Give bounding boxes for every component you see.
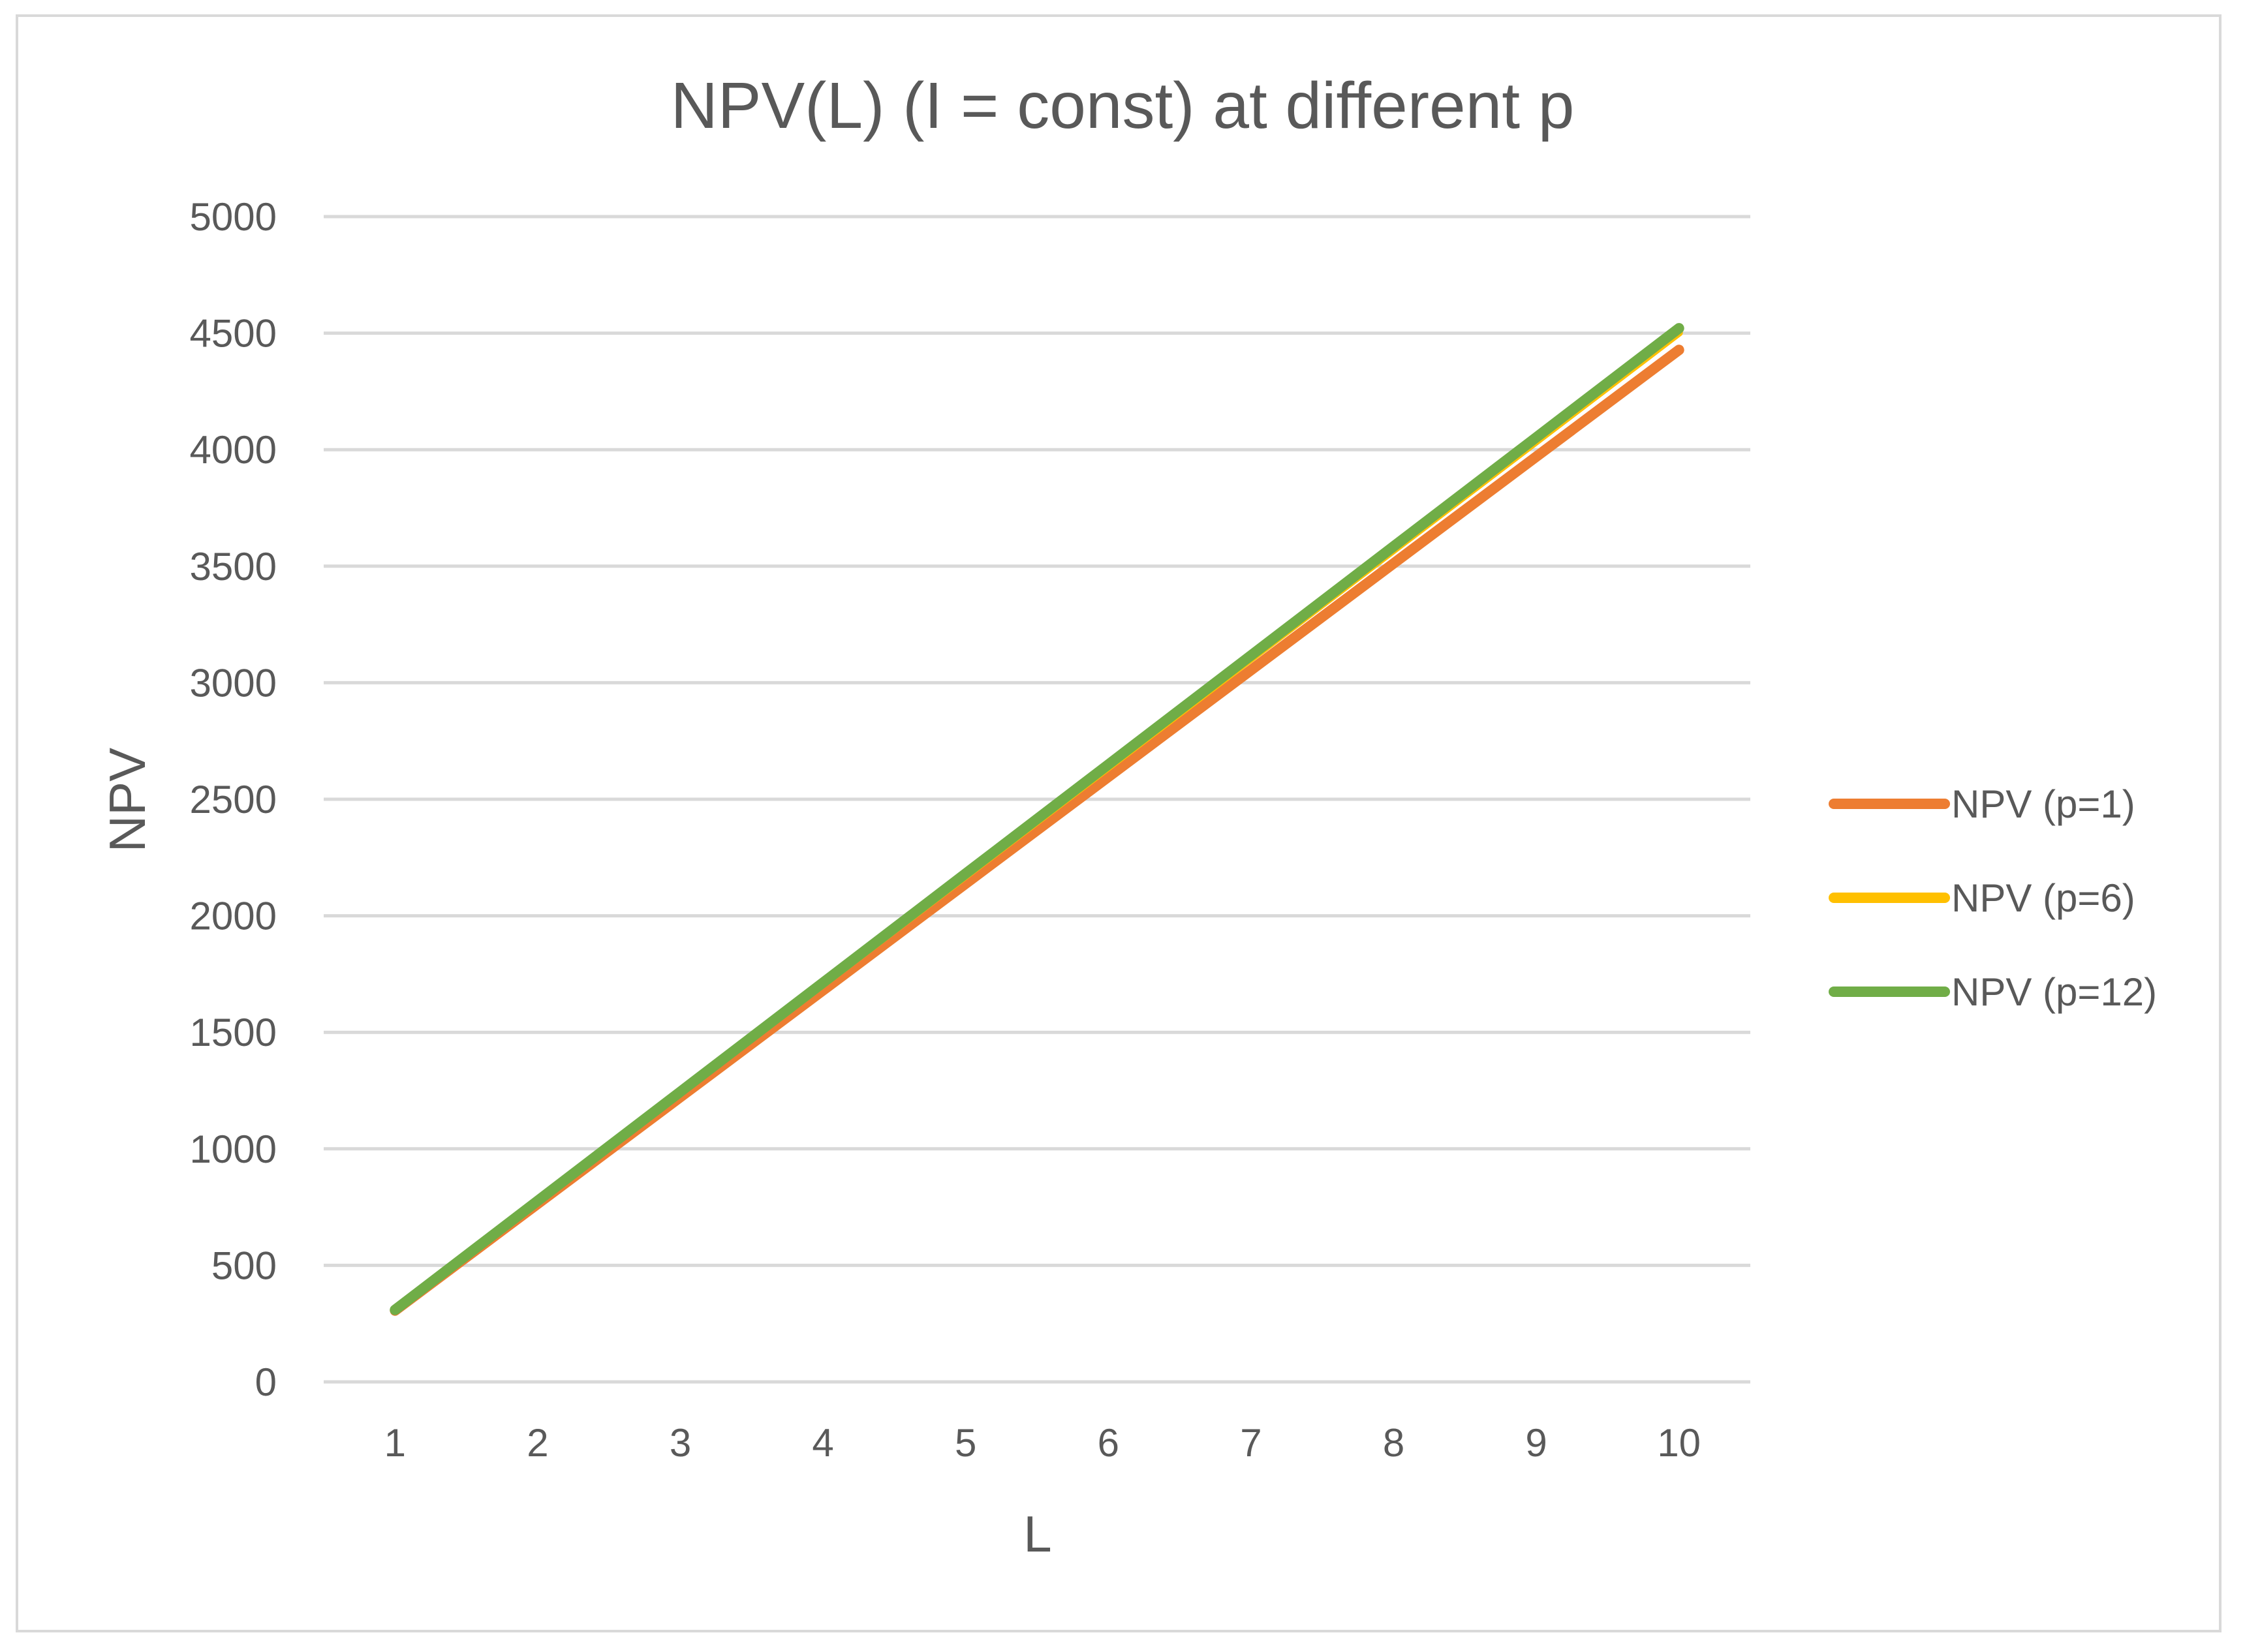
x-axis-ticks: 1 2 3 4 5 6 7 8 9 10 — [384, 1421, 1701, 1465]
series-line-3 — [390, 323, 1684, 1315]
legend-item: NPV (p=12) — [1829, 970, 2157, 1014]
legend-item: NPV (p=6) — [1829, 876, 2135, 920]
x-tick-label: 4 — [812, 1421, 833, 1465]
legend-label: NPV (p=6) — [1951, 876, 2135, 920]
x-tick-label: 9 — [1525, 1421, 1547, 1465]
y-axis-label: NPV — [99, 748, 156, 852]
y-axis-ticks: 0 500 1000 1500 2000 2500 3000 3500 4000 4500 5000 — [190, 195, 277, 1404]
y-tick-label: 0 — [255, 1360, 277, 1404]
y-tick-label: 5000 — [190, 195, 277, 239]
y-tick-label: 1000 — [190, 1127, 277, 1171]
series-lines — [390, 323, 1684, 1316]
x-axis-label: L — [1023, 1505, 1051, 1563]
y-tick-label: 2500 — [190, 778, 277, 821]
y-tick-label: 1500 — [190, 1011, 277, 1054]
x-tick-label: 2 — [527, 1421, 548, 1465]
y-tick-label: 3000 — [190, 661, 277, 705]
legend: NPV (p=1) NPV (p=6) NPV (p=12) — [1829, 782, 2157, 1014]
y-tick-label: 2000 — [190, 895, 277, 938]
y-tick-label: 3500 — [190, 545, 277, 589]
legend-item: NPV (p=1) — [1829, 782, 2135, 826]
gridlines — [324, 215, 1750, 1384]
y-tick-label: 4500 — [190, 312, 277, 356]
chart-title: NPV(L) (I = const) at different p — [671, 69, 1575, 142]
x-tick-label: 8 — [1383, 1421, 1404, 1465]
x-tick-label: 6 — [1098, 1421, 1119, 1465]
x-tick-label: 3 — [670, 1421, 691, 1465]
y-tick-label: 500 — [211, 1244, 277, 1287]
y-tick-label: 4000 — [190, 428, 277, 472]
x-tick-label: 10 — [1657, 1421, 1701, 1465]
x-tick-label: 7 — [1240, 1421, 1262, 1465]
x-tick-label: 5 — [955, 1421, 976, 1465]
legend-label: NPV (p=12) — [1951, 970, 2157, 1014]
x-tick-label: 1 — [384, 1421, 406, 1465]
legend-label: NPV (p=1) — [1951, 782, 2135, 826]
chart-frame — [16, 14, 2222, 1632]
